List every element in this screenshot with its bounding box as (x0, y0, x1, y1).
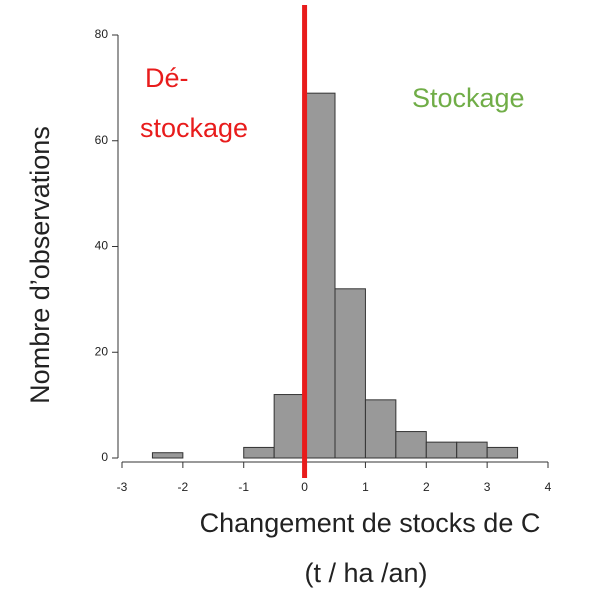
x-tick-label: 1 (362, 480, 369, 494)
x-tick-label: 4 (545, 480, 552, 494)
x-tick-label: 3 (484, 480, 491, 494)
bar (425, 441, 458, 459)
annotation: Dé- (145, 63, 189, 93)
x-axis-label: (t / ha /an) (304, 558, 427, 588)
bar (273, 394, 306, 459)
bar (334, 288, 366, 459)
bar (151, 452, 184, 459)
annotation: Stockage (412, 83, 525, 113)
x-tick-label: -3 (117, 480, 128, 494)
bar (456, 441, 488, 459)
bar (243, 446, 275, 459)
bar (304, 92, 336, 459)
bar (364, 399, 397, 459)
y-tick-label: 40 (95, 239, 109, 253)
y-tick-label: 20 (95, 344, 109, 358)
bar (486, 446, 519, 459)
y-tick-label: 0 (101, 450, 108, 464)
annotation: stockage (140, 113, 248, 143)
x-tick-label: 2 (423, 480, 430, 494)
x-tick-label: -2 (178, 480, 189, 494)
x-tick-label: -1 (238, 480, 249, 494)
x-tick-label: 0 (301, 480, 308, 494)
x-axis-label: Changement de stocks de C (200, 508, 541, 538)
y-axis-label: Nombre d’observations (25, 126, 55, 404)
y-tick-label: 60 (95, 133, 109, 147)
y-tick-label: 80 (95, 27, 109, 41)
bar (395, 431, 427, 459)
